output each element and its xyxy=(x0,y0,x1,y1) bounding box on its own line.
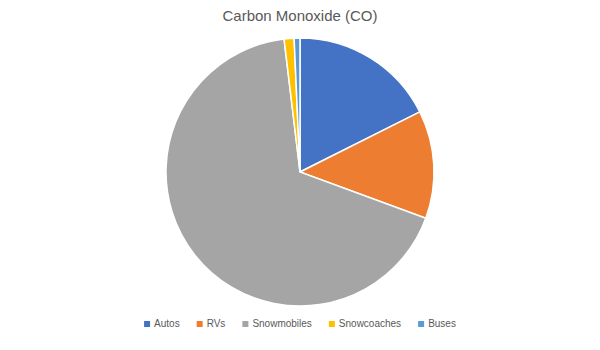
legend-item: Snowmobiles xyxy=(242,318,311,329)
legend-label: Buses xyxy=(428,318,456,329)
chart: Carbon Monoxide (CO) Autos RVs Snowmobiles S… xyxy=(0,0,600,350)
legend-label: Snowcoaches xyxy=(339,318,401,329)
pie-slice xyxy=(294,38,300,172)
legend-item: Autos xyxy=(144,318,180,329)
legend-item: RVs xyxy=(197,318,226,329)
legend-swatch xyxy=(418,321,424,327)
pie-slice xyxy=(284,38,300,172)
pie-slice xyxy=(166,39,426,306)
background xyxy=(0,0,600,350)
pie xyxy=(166,38,434,306)
legend-item: Snowcoaches xyxy=(329,318,401,329)
chart-title: Carbon Monoxide (CO) xyxy=(222,7,377,24)
legend-label: RVs xyxy=(207,318,226,329)
legend-swatch xyxy=(144,321,150,327)
legend-label: Snowmobiles xyxy=(252,318,311,329)
legend: Autos RVs Snowmobiles Snowcoaches Buses xyxy=(144,318,456,329)
legend-item: Buses xyxy=(418,318,456,329)
legend-swatch xyxy=(242,321,248,327)
legend-swatch xyxy=(329,321,335,327)
legend-swatch xyxy=(197,321,203,327)
legend-label: Autos xyxy=(154,318,180,329)
